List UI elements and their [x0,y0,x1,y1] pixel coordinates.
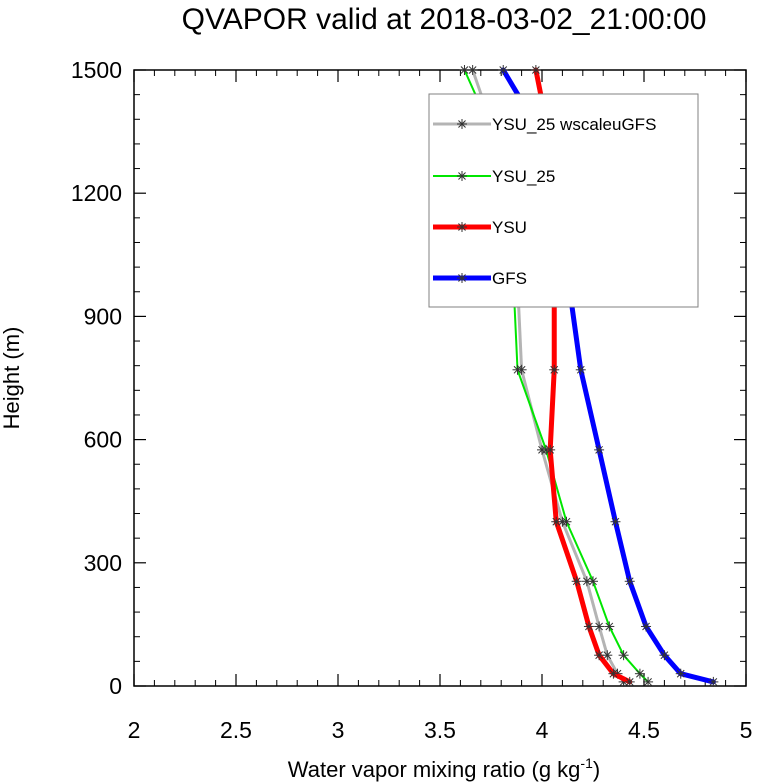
data-point-ysu-25-wscaleugfs [594,621,605,632]
data-point-gfs [659,650,670,661]
data-point-ysu [624,676,635,687]
x-tick-label: 5 [740,717,753,743]
data-point-gfs [594,444,605,455]
y-axis-ticks [134,69,746,687]
y-tick-label: 600 [84,427,122,453]
data-point-gfs [641,621,652,632]
data-point-ysu [583,621,594,632]
chart-title: QVAPOR valid at 2018-03-02_21:00:00 [182,3,707,36]
x-axis-label-superscript: -1 [580,755,593,771]
x-axis-tick-labels: 2 2.5 3 3.5 4 4.5 5 [128,717,753,743]
data-point-ysu-25 [512,364,523,375]
y-tick-label: 0 [109,673,122,699]
data-point-gfs [708,676,719,687]
data-point-ysu-25 [588,576,598,587]
x-tick-label: 3.5 [424,717,456,743]
x-tick-label: 3 [332,717,345,743]
data-point-ysu [549,364,560,375]
data-point-ysu [608,668,619,679]
legend-label: GFS [492,269,527,288]
legend-label: YSU [492,218,527,237]
data-point-ysu-25 [561,516,572,527]
x-tick-label: 2.5 [220,717,252,743]
data-point-ysu [545,444,556,455]
data-point-gfs [624,576,635,587]
legend-item-ysu-25-wscaleugfs: YSU_25 wscaleuGFS [433,115,656,134]
legend-label: YSU_25 wscaleuGFS [492,115,656,134]
legend-marker [457,119,467,129]
x-axis-ticks [133,70,747,686]
data-point-gfs [610,516,621,527]
y-axis-tick-labels: 0 300 600 900 1200 1500 [71,57,122,699]
data-point-ysu-25 [634,668,645,679]
legend-marker [457,273,467,283]
y-tick-label: 900 [84,303,122,329]
data-point-ysu [594,650,605,661]
y-tick-label: 300 [84,550,122,576]
data-point-gfs [675,668,686,679]
legend-label: YSU_25 [492,167,555,186]
x-axis-label: Water vapor mixing ratio (g kg-1) [288,755,600,782]
data-point-ysu [530,65,541,75]
data-point-ysu [571,576,582,587]
data-point-ysu [551,516,562,527]
x-axis-label-main: Water vapor mixing ratio (g kg [288,757,581,782]
data-point-ysu-25 [618,650,629,661]
data-point-ysu-25 [604,621,615,632]
x-tick-label: 2 [128,717,141,743]
x-tick-label: 4 [536,717,549,743]
data-point-gfs [575,364,586,375]
y-axis-label: Height (m) [0,327,24,430]
legend: YSU_25 wscaleuGFS YSU_25 YSU GFS [428,93,699,308]
x-axis-label-end: ) [593,757,600,782]
y-tick-label: 1500 [71,57,122,83]
data-point-ysu-25 [459,65,470,75]
data-point-ysu-25 [643,676,654,687]
legend-box [428,93,699,308]
data-point-gfs [498,65,509,75]
legend-marker [457,222,467,232]
legend-item-gfs: GFS [433,269,527,288]
legend-item-ysu-25: YSU_25 [433,167,555,186]
legend-marker [457,171,467,181]
x-tick-label: 4.5 [628,717,660,743]
y-tick-label: 1200 [71,180,122,206]
legend-item-ysu: YSU [433,218,527,237]
